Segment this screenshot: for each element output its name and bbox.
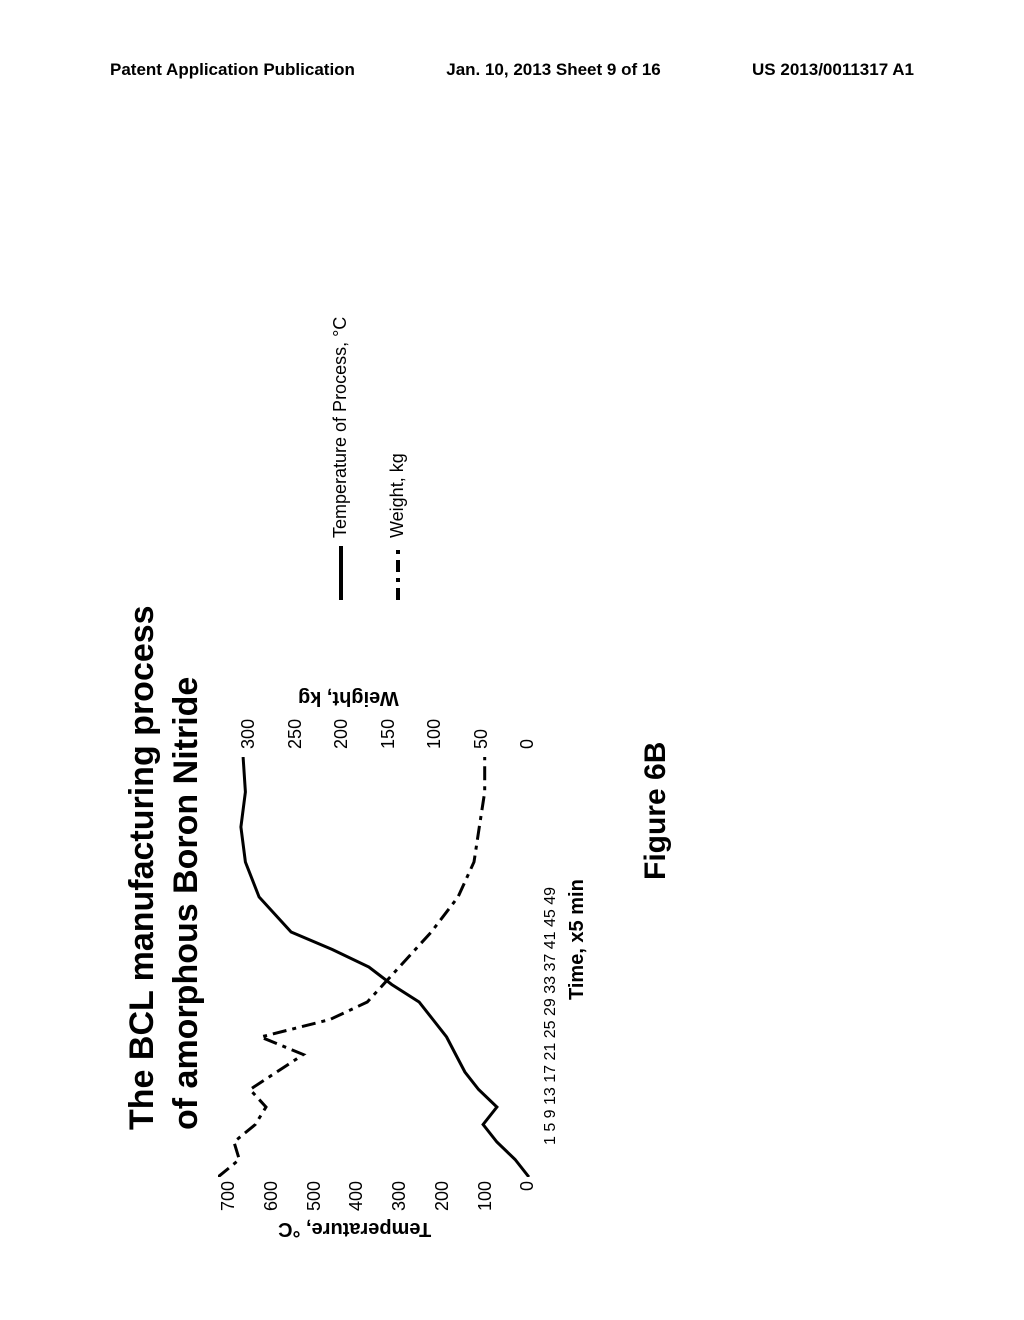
yr-tick: 50 — [471, 719, 492, 749]
yl-tick: 200 — [432, 1181, 453, 1211]
x-axis-ticks: 1 5 9 13 17 21 25 29 33 37 41 45 49 — [542, 705, 560, 1145]
chart-legend: Temperature of Process, °C Weight, kg — [330, 317, 444, 600]
y-axis-left-ticks: 700 600 500 400 300 200 100 0 — [218, 1181, 538, 1211]
header-right: US 2013/0011317 A1 — [752, 60, 914, 80]
legend-line-dashdot-icon — [396, 546, 400, 600]
legend-label: Temperature of Process, °C — [330, 317, 351, 538]
x-axis-label: Time, x5 min — [566, 140, 589, 1000]
header-center: Jan. 10, 2013 Sheet 9 of 16 — [446, 60, 661, 80]
header-left: Patent Application Publication — [110, 60, 355, 80]
yl-tick: 0 — [517, 1181, 538, 1211]
figure-caption: Figure 6B — [639, 140, 673, 880]
y-axis-right-label: Weight, kg — [298, 686, 399, 709]
legend-line-solid-icon — [339, 546, 343, 600]
yr-tick: 250 — [285, 719, 306, 749]
yr-tick: 200 — [331, 719, 352, 749]
y-axis-left-label: Temperature, °C — [278, 1217, 431, 1240]
legend-label: Weight, kg — [387, 453, 408, 538]
y-axis-right-ticks: 300 250 200 150 100 50 0 — [238, 719, 538, 749]
yl-tick: 500 — [304, 1181, 325, 1211]
yr-tick: 0 — [517, 719, 538, 749]
legend-item-temperature: Temperature of Process, °C — [330, 317, 351, 600]
yl-tick: 400 — [346, 1181, 367, 1211]
chart-title-line1: The BCL manufacturing process — [123, 605, 161, 1130]
legend-item-weight: Weight, kg — [387, 317, 408, 600]
yr-tick: 100 — [424, 719, 445, 749]
yr-tick: 300 — [238, 719, 259, 749]
chart-title: The BCL manufacturing process of amorpho… — [120, 140, 208, 1130]
yl-tick: 100 — [475, 1181, 496, 1211]
chart-body: Temperature, °C 700 600 500 400 300 200 … — [218, 140, 538, 1240]
yl-tick: 600 — [261, 1181, 282, 1211]
yl-tick: 300 — [389, 1181, 410, 1211]
chart-title-line2: of amorphous Boron Nitride — [167, 677, 205, 1130]
plot-area — [218, 757, 538, 1177]
yr-tick: 150 — [378, 719, 399, 749]
yl-tick: 700 — [218, 1181, 239, 1211]
rotated-figure: The BCL manufacturing process of amorpho… — [0, 290, 1024, 1090]
